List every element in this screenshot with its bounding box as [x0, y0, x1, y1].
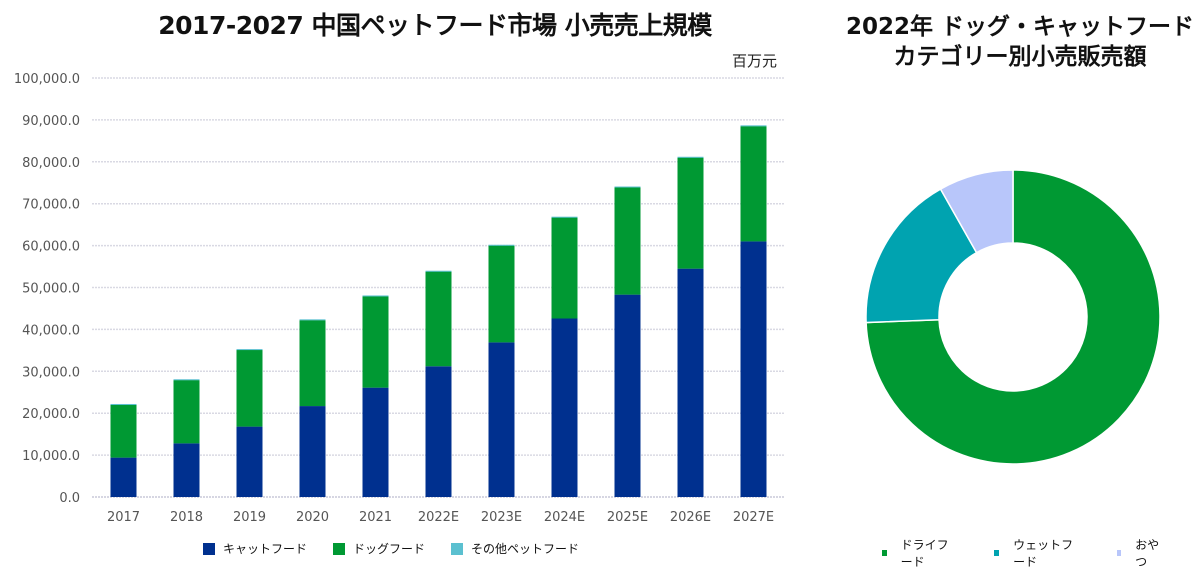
legend-label: ドッグフード: [353, 542, 426, 556]
bar-segment: [110, 404, 137, 458]
bar-segment: [551, 216, 578, 218]
y-tick-label: 0.0: [59, 491, 80, 506]
legend-label: その他ペットフード: [471, 542, 580, 556]
bar-segment: [677, 268, 704, 497]
donut-slice: [939, 169, 1014, 254]
y-tick-label: 40,000.0: [22, 323, 80, 338]
unit-label: 百万元: [732, 52, 778, 70]
donut-title-line-1: 2022年 ドッグ・キャットフード: [845, 14, 1195, 40]
donut-chart: [865, 169, 1161, 465]
legend-label: キャットフード: [223, 542, 308, 556]
x-tick-label: 2026E: [670, 510, 711, 525]
bar-segment: [677, 156, 704, 158]
y-axis-ticks: 0.0 10,000.0 20,000.0 30,000.0 40,000.0 50,00…: [14, 72, 80, 506]
y-tick-label: 80,000.0: [22, 156, 80, 171]
bar-segment: [299, 320, 326, 407]
x-tick-label: 2025E: [607, 510, 648, 525]
legend-label: ドライフード: [900, 538, 949, 569]
legend-swatch: [203, 542, 215, 555]
y-tick-label: 60,000.0: [22, 240, 80, 255]
x-tick-label: 2017: [107, 510, 140, 525]
bar-segment: [362, 296, 389, 388]
bar-segment: [236, 349, 263, 427]
bar-segment: [425, 270, 452, 272]
bar-segment: [488, 244, 515, 246]
x-axis-ticks: 2017 2018 2019 2020 2021 2022E 2023E 2024E 2025E…: [107, 510, 774, 525]
bar-segment: [614, 186, 641, 188]
bar-segment: [551, 217, 578, 319]
donut-slices: [865, 169, 1161, 465]
bars: [110, 125, 767, 497]
x-tick-label: 2023E: [481, 510, 522, 525]
x-tick-label: 2018: [170, 510, 203, 525]
bar-segment: [173, 443, 200, 497]
legend-label: ウェットフード: [1013, 538, 1074, 569]
bar-segment: [110, 457, 137, 497]
y-tick-label: 70,000.0: [22, 198, 80, 213]
y-tick-label: 20,000.0: [22, 407, 80, 422]
x-tick-label: 2021: [359, 510, 392, 525]
bar-segment: [614, 187, 641, 295]
stacked-bar-chart: 0.0 10,000.0 20,000.0 30,000.0 40,000.0 50,00…: [14, 72, 785, 525]
legend-swatch: [882, 550, 887, 556]
bar-segment: [425, 271, 452, 367]
y-tick-label: 90,000.0: [22, 114, 80, 129]
legend-item-wet-food: ウェットフード: [994, 536, 1078, 570]
y-tick-label: 100,000.0: [14, 72, 80, 87]
bar-segment: [299, 319, 326, 321]
legend-item-dry-food: ドライフード: [882, 536, 956, 570]
legend-item-cat-food: キャットフード: [203, 540, 307, 557]
bar-segment: [110, 403, 137, 405]
legend-item-snacks: おやつ: [1116, 536, 1162, 570]
bar-segment: [677, 157, 704, 269]
donut-slice: [865, 169, 1161, 465]
bar-chart-legend: キャットフード ドッグフード その他ペットフード: [203, 540, 605, 557]
bar-segment: [236, 349, 263, 351]
bar-segment: [236, 426, 263, 497]
bar-segment: [551, 318, 578, 497]
y-tick-label: 30,000.0: [22, 365, 80, 380]
donut-title-line-2: カテゴリー別小売販売額: [893, 44, 1147, 70]
y-tick-label: 10,000.0: [22, 449, 80, 464]
bar-segment: [173, 379, 200, 381]
x-tick-label: 2022E: [418, 510, 459, 525]
bar-segment: [488, 342, 515, 497]
x-tick-label: 2027E: [733, 510, 774, 525]
legend-label: おやつ: [1135, 538, 1160, 569]
x-tick-label: 2020: [296, 510, 329, 525]
legend-swatch: [333, 542, 346, 555]
bar-segment: [614, 294, 641, 497]
donut-chart-title: 2022年 ドッグ・キャットフード カテゴリー別小売販売額: [840, 12, 1200, 72]
donut-chart-legend: ドライフード ウェットフード おやつ: [882, 536, 1200, 570]
legend-item-dog-food: ドッグフード: [333, 540, 425, 557]
bar-segment: [740, 241, 767, 497]
bar-segment: [362, 387, 389, 497]
bar-segment: [488, 245, 515, 343]
bar-segment: [362, 295, 389, 297]
bar-segment: [740, 125, 767, 127]
bar-segment: [425, 366, 452, 497]
y-tick-label: 50,000.0: [22, 282, 80, 297]
legend-item-other-pet-food: その他ペットフード: [451, 540, 579, 557]
x-tick-label: 2024E: [544, 510, 585, 525]
legend-swatch: [451, 542, 464, 555]
legend-swatch: [994, 550, 1000, 556]
bar-segment: [173, 380, 200, 444]
legend-swatch: [1116, 550, 1122, 556]
bar-segment: [299, 406, 326, 497]
bar-chart-title: 2017-2027 中国ペットフード市場 小売売上規模: [158, 11, 712, 40]
bar-segment: [740, 126, 767, 242]
x-tick-label: 2019: [233, 510, 266, 525]
